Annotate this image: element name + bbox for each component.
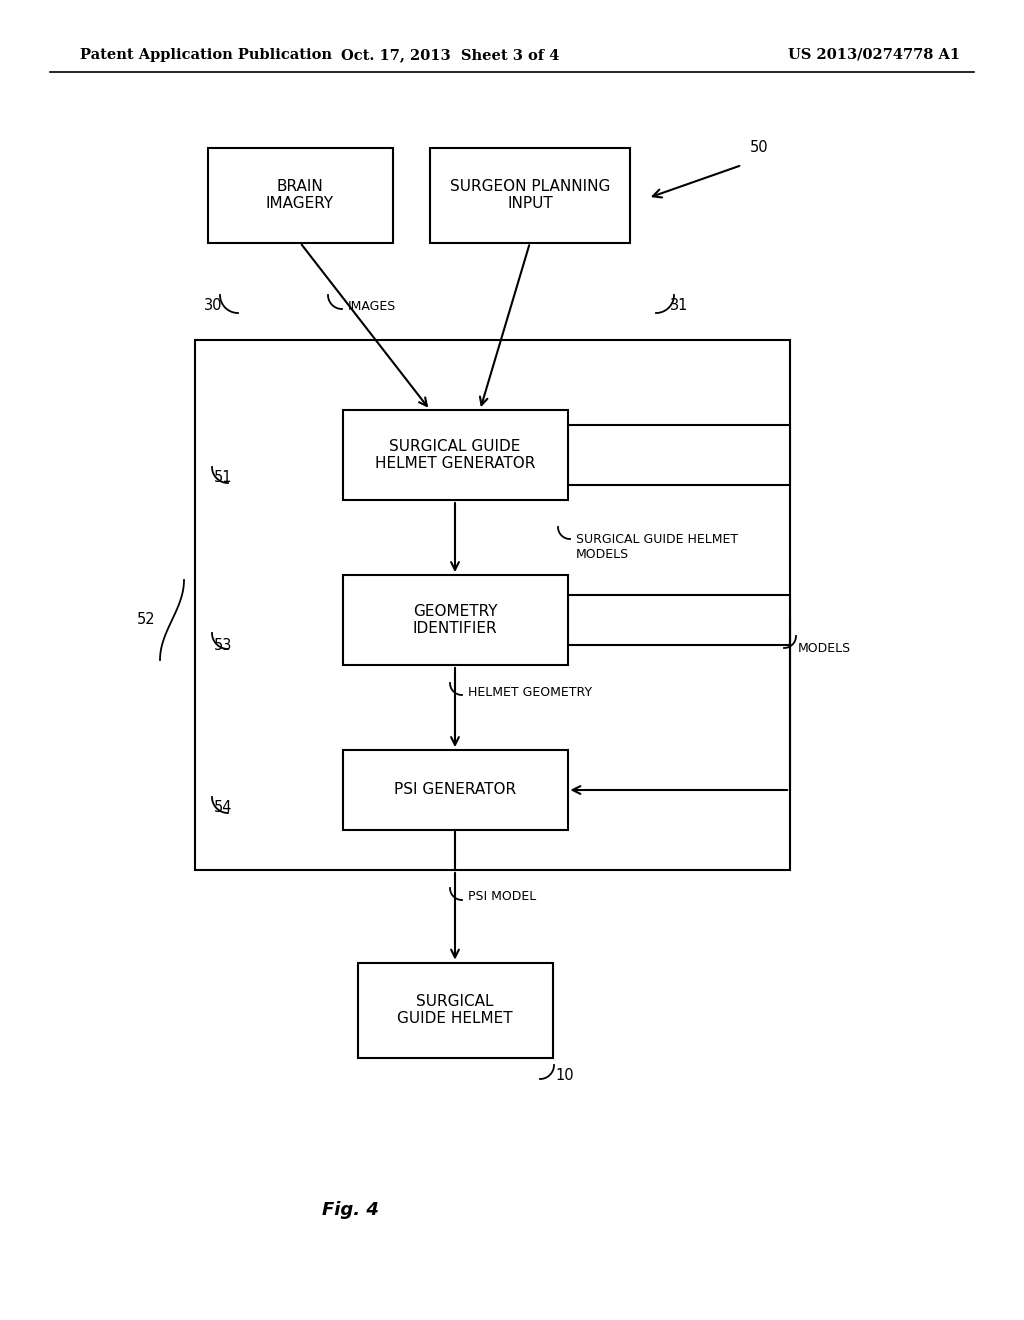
Text: PSI MODEL: PSI MODEL: [468, 891, 537, 903]
Bar: [195, 341, 790, 870]
Bar: [208, 148, 392, 243]
Text: 54: 54: [214, 800, 232, 816]
Text: US 2013/0274778 A1: US 2013/0274778 A1: [787, 48, 961, 62]
Bar: [342, 411, 567, 500]
Text: SURGICAL
GUIDE HELMET: SURGICAL GUIDE HELMET: [397, 994, 513, 1026]
Bar: [567, 595, 790, 645]
Text: MODELS: MODELS: [798, 642, 851, 655]
Text: PSI GENERATOR: PSI GENERATOR: [394, 783, 516, 797]
Text: 50: 50: [750, 140, 769, 156]
Text: Fig. 4: Fig. 4: [322, 1201, 379, 1218]
Text: SURGICAL GUIDE HELMET
MODELS: SURGICAL GUIDE HELMET MODELS: [575, 533, 738, 561]
Bar: [567, 425, 790, 484]
Text: 10: 10: [555, 1068, 573, 1084]
Bar: [357, 962, 553, 1057]
Bar: [430, 148, 630, 243]
Bar: [342, 576, 567, 665]
Text: SURGEON PLANNING
INPUT: SURGEON PLANNING INPUT: [450, 178, 610, 211]
Text: BRAIN
IMAGERY: BRAIN IMAGERY: [266, 178, 334, 211]
Text: Oct. 17, 2013  Sheet 3 of 4: Oct. 17, 2013 Sheet 3 of 4: [341, 48, 559, 62]
Text: Patent Application Publication: Patent Application Publication: [80, 48, 332, 62]
Text: 30: 30: [204, 298, 222, 314]
Text: 31: 31: [670, 298, 688, 314]
Text: SURGICAL GUIDE
HELMET GENERATOR: SURGICAL GUIDE HELMET GENERATOR: [375, 438, 536, 471]
Bar: [342, 750, 567, 830]
Text: GEOMETRY
IDENTIFIER: GEOMETRY IDENTIFIER: [413, 603, 498, 636]
Text: 51: 51: [214, 470, 232, 486]
Text: HELMET GEOMETRY: HELMET GEOMETRY: [468, 685, 592, 698]
Text: 53: 53: [214, 638, 232, 652]
Text: 52: 52: [136, 612, 155, 627]
Text: IMAGES: IMAGES: [348, 300, 396, 313]
